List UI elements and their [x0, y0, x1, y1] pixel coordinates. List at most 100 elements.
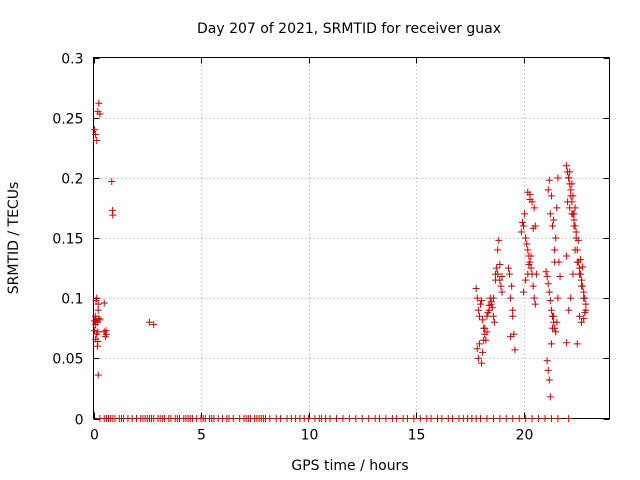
- data-point: [108, 177, 116, 185]
- data-point: [572, 228, 580, 236]
- y-tick-label: 0.25: [52, 112, 83, 128]
- data-point: [496, 260, 504, 268]
- data-point: [93, 342, 101, 350]
- data-point: [546, 297, 554, 305]
- data-point: [525, 260, 533, 268]
- data-point: [522, 276, 530, 284]
- data-point: [483, 328, 491, 336]
- data-point: [94, 300, 102, 308]
- data-point: [504, 264, 512, 272]
- data-point: [541, 415, 549, 422]
- data-point: [375, 415, 383, 422]
- chart-title: Day 207 of 2021, SRMTID for receiver gua…: [197, 21, 501, 37]
- data-point: [564, 198, 572, 206]
- y-tick-label: 0.3: [61, 52, 83, 68]
- data-point: [266, 415, 274, 422]
- data-point: [529, 224, 537, 232]
- data-point: [393, 415, 401, 422]
- data-point: [492, 276, 500, 284]
- data-point: [427, 415, 435, 422]
- data-point: [527, 264, 535, 272]
- data-point: [475, 312, 483, 320]
- y-axis-label: SRMTID / TECUs: [6, 182, 22, 295]
- data-point: [579, 263, 587, 271]
- data-point: [527, 252, 535, 260]
- data-point: [547, 306, 555, 314]
- data-point: [326, 415, 334, 422]
- data-point: [545, 376, 553, 384]
- x-tick-label: 15: [408, 428, 426, 444]
- data-point: [549, 324, 557, 332]
- data-point: [565, 306, 573, 314]
- y-tick-label: 0: [75, 413, 84, 429]
- data-point: [96, 316, 104, 324]
- data-point: [511, 346, 519, 354]
- x-axis-label: GPS time / hours: [291, 458, 408, 474]
- data-point: [524, 270, 532, 278]
- data-point: [109, 211, 117, 219]
- data-point: [571, 204, 579, 212]
- data-point: [529, 282, 537, 290]
- data-point: [485, 306, 493, 314]
- data-point: [523, 240, 531, 248]
- data-point: [524, 188, 532, 196]
- data-point: [518, 218, 526, 226]
- data-point: [522, 415, 530, 422]
- x-tick-label: 10: [301, 428, 319, 444]
- data-point: [550, 216, 558, 224]
- data-point: [480, 336, 488, 344]
- data-point: [547, 340, 555, 348]
- data-point: [305, 415, 312, 422]
- data-point: [494, 270, 502, 278]
- data-point: [345, 415, 353, 422]
- y-tick-label: 0.15: [52, 232, 83, 248]
- data-point: [489, 294, 497, 302]
- x-tick-label: 0: [90, 428, 99, 444]
- data-point: [507, 294, 515, 302]
- data-point: [582, 300, 590, 308]
- data-point: [520, 222, 527, 230]
- data-point: [578, 282, 586, 290]
- data-point: [150, 321, 158, 329]
- data-point: [339, 415, 347, 422]
- data-point: [567, 294, 575, 302]
- data-point: [102, 330, 110, 338]
- data-point: [479, 348, 487, 356]
- data-point: [531, 300, 539, 308]
- data-point: [495, 236, 503, 244]
- data-point: [508, 282, 516, 290]
- data-point: [575, 312, 583, 320]
- data-point: [580, 315, 588, 323]
- data-point: [580, 294, 588, 302]
- data-point: [410, 415, 418, 422]
- data-point: [91, 327, 99, 335]
- x-tick-label: 5: [197, 428, 206, 444]
- data-point: [530, 294, 538, 302]
- data-point: [569, 192, 577, 200]
- data-point: [473, 294, 481, 302]
- data-point: [477, 415, 484, 422]
- data-point: [92, 131, 100, 139]
- data-point: [478, 297, 486, 305]
- y-tick-label: 0.1: [61, 292, 83, 308]
- data-point: [544, 366, 552, 374]
- data-point: [509, 312, 517, 320]
- data-point: [493, 264, 501, 272]
- data-point: [551, 246, 559, 254]
- grid-lines: [93, 57, 610, 419]
- data-point: [487, 300, 495, 308]
- data-point: [543, 357, 551, 365]
- data-point: [229, 415, 237, 422]
- data-point: [483, 312, 491, 320]
- data-point: [483, 415, 491, 422]
- data-point: [479, 316, 487, 324]
- data-point: [438, 415, 446, 422]
- data-point: [522, 234, 530, 242]
- data-point: [578, 276, 586, 284]
- data-point: [532, 270, 540, 278]
- data-point: [550, 312, 558, 320]
- data-point: [581, 309, 589, 317]
- data-point: [93, 330, 101, 338]
- data-point: [528, 415, 536, 422]
